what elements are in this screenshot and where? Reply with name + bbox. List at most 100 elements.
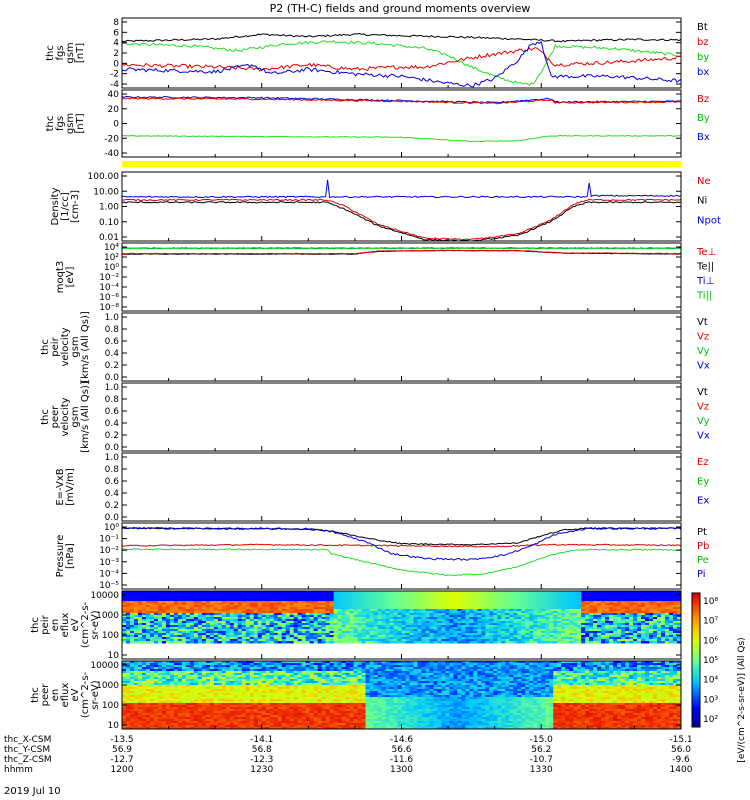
spectrogram-cell [333, 635, 339, 638]
spectrogram-cell [397, 593, 402, 596]
spectrogram-cell [629, 641, 634, 644]
spectrogram-cell [501, 627, 506, 630]
spectrogram-cell [469, 597, 474, 600]
spectrogram-cell [453, 625, 458, 628]
spectrogram-cell [345, 593, 351, 596]
spectrogram-cell [677, 607, 682, 610]
spectrogram-cell [217, 609, 223, 612]
spectrogram-cell [509, 619, 514, 622]
spectrogram-cell [673, 617, 678, 620]
spectrogram-cell [389, 641, 395, 644]
spectrogram-cell [585, 617, 590, 620]
spectrogram-cell [141, 623, 147, 626]
spectrogram-cell [181, 723, 187, 726]
spectrogram-cell [137, 633, 143, 636]
spectrogram-cell [677, 597, 682, 600]
spectrogram-cell [185, 635, 191, 638]
spectrogram-cell [509, 635, 514, 638]
spectrogram-cell [449, 597, 454, 600]
spectrogram-cell [645, 599, 650, 602]
spectrogram-cell [141, 667, 147, 670]
spectrogram-cell [533, 627, 538, 630]
spectrogram-cell [241, 611, 247, 614]
spectrogram-cell [189, 601, 195, 604]
spectrogram-cell [505, 609, 510, 612]
spectrogram-cell [389, 627, 395, 630]
spectrogram-cell [229, 607, 235, 610]
spectrogram-cell [189, 593, 195, 596]
spectrogram-cell [313, 599, 319, 602]
spectrogram-cell [501, 605, 506, 608]
spectrogram-cell [337, 595, 343, 598]
spectrogram-cell [122, 633, 127, 636]
spectrogram-cell [677, 641, 682, 644]
spectrogram-cell [537, 595, 542, 598]
spectrogram-cell [277, 607, 283, 610]
spectrogram-cell [621, 639, 626, 642]
spectrogram-cell [177, 669, 183, 672]
spectrogram-cell [305, 625, 311, 628]
spectrogram-cell [401, 603, 406, 606]
spectrogram-cell [177, 603, 183, 606]
spectrogram-cell [361, 635, 367, 638]
spectrogram-cell [157, 703, 163, 706]
spectrogram-cell [333, 623, 339, 626]
spectrogram-cell [453, 641, 458, 644]
spectrogram-cell [265, 615, 271, 618]
spectrogram-cell [349, 603, 355, 606]
spectrogram-cell [145, 685, 151, 688]
spectrogram-cell [589, 627, 594, 630]
spectrogram-cell [353, 601, 359, 604]
spectrogram-cell [573, 621, 578, 624]
spectrogram-cell [577, 635, 582, 638]
spectrogram-cell [501, 597, 506, 600]
spectrogram-cell [485, 607, 490, 610]
spectrogram-cell [145, 689, 151, 692]
spectrogram-cell [141, 641, 147, 644]
spectrogram-cell [153, 639, 159, 642]
spectrogram-cell [353, 613, 359, 616]
spectrogram-cell [661, 633, 666, 636]
spectrogram-cell [405, 599, 410, 602]
spectrogram-cell [149, 611, 155, 614]
spectrogram-cell [137, 597, 143, 600]
spectrogram-cell [609, 619, 614, 622]
spectrogram-cell [217, 603, 223, 606]
spectrogram-cell [181, 689, 187, 692]
spectrogram-cell [645, 621, 650, 624]
spectrogram-cell [401, 611, 406, 614]
spectrogram-cell [145, 597, 151, 600]
spectrogram-cell [665, 609, 670, 612]
spectrogram-cell [485, 597, 490, 600]
spectrogram-cell [341, 633, 347, 636]
spectrogram-cell [597, 627, 602, 630]
spectrogram-cell [122, 709, 127, 712]
spectrogram-cell [165, 601, 171, 604]
spectrogram-cell [441, 603, 446, 606]
spectrogram-cell [293, 599, 299, 602]
spectrogram-cell [497, 609, 502, 612]
spectrogram-cell [485, 633, 490, 636]
spectrogram-cell [129, 625, 135, 628]
spectrogram-cell [193, 673, 199, 676]
spectrogram-cell [397, 611, 402, 614]
spectrogram-cell [429, 597, 434, 600]
y-tick-label: 2 [113, 49, 119, 59]
spectrogram-cell [665, 621, 670, 624]
spectrogram-cell [153, 685, 159, 688]
spectrogram-cell [453, 631, 458, 634]
spectrogram-cell [593, 611, 598, 614]
spectrogram-cell [341, 599, 347, 602]
spectrogram-cell [553, 625, 558, 628]
spectrogram-cell [517, 601, 522, 604]
spectrogram-cell [209, 641, 215, 644]
spectrogram-cell [122, 689, 127, 692]
spectrogram-cell [465, 613, 470, 616]
spectrogram-cell [122, 671, 127, 674]
spectrogram-cell [325, 615, 331, 618]
spectrogram-cell [125, 721, 131, 724]
spectrogram-cell [122, 639, 127, 642]
spectrogram-cell [165, 637, 171, 640]
spectrogram-cell [581, 611, 586, 614]
spectrogram-cell [325, 611, 331, 614]
